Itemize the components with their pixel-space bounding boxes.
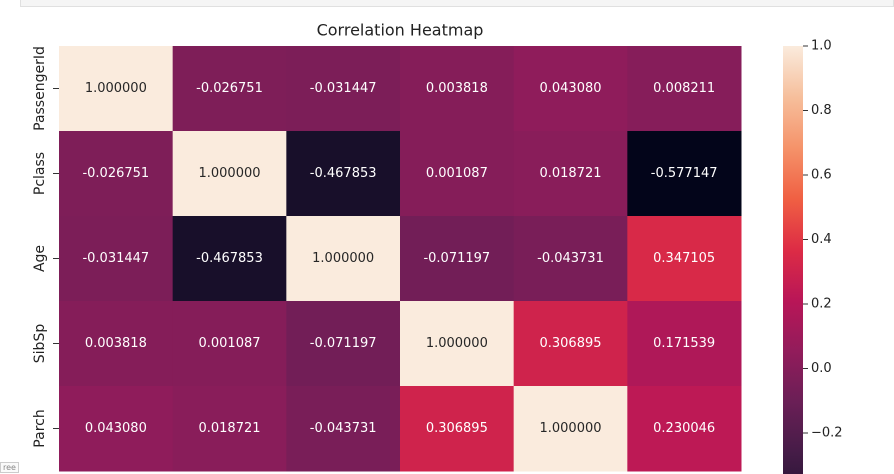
cell-label: 0.003818 <box>85 336 147 351</box>
heatmap-cell <box>59 131 174 217</box>
cell-label: -0.043731 <box>537 251 604 266</box>
cell-label: 1.000000 <box>539 421 601 436</box>
row-label: Pclass <box>32 152 48 195</box>
heatmap-cell <box>627 386 742 472</box>
cell-label: -0.071197 <box>310 336 377 351</box>
colorbar-tick-label: −0.2 <box>811 426 843 441</box>
heatmap-cell <box>513 216 628 302</box>
heatmap-cell <box>627 46 742 132</box>
heatmap-cell <box>59 386 174 472</box>
heatmap-cell <box>59 46 174 132</box>
row-label: SibSp <box>32 324 48 364</box>
cell-label: 0.008211 <box>653 81 715 96</box>
colorbar-tick-label: 0.0 <box>811 361 832 376</box>
row-label: Age <box>32 245 48 272</box>
row-label: Parch <box>32 409 48 447</box>
heatmap-cell <box>172 131 287 217</box>
colorbar-tick-label: 0.2 <box>811 297 832 312</box>
cell-label: 0.003818 <box>426 81 488 96</box>
colorbar-tick-label: 0.8 <box>811 103 832 118</box>
heatmap-cell <box>286 46 401 132</box>
cell-label: 0.230046 <box>653 421 715 436</box>
heatmap-cell <box>286 386 401 472</box>
heatmap-cell <box>400 131 515 217</box>
heatmap-cell <box>400 386 515 472</box>
heatmap-cell <box>59 301 174 387</box>
cell-label: 1.000000 <box>426 336 488 351</box>
heatmap-cell <box>513 301 628 387</box>
cell-label: 0.043080 <box>85 421 147 436</box>
cell-label: 1.000000 <box>85 81 147 96</box>
cell-label: 0.171539 <box>653 336 715 351</box>
row-label: PassengerId <box>32 46 48 131</box>
cell-label: 0.018721 <box>198 421 260 436</box>
cell-label: 0.347105 <box>653 251 715 266</box>
cell-label: -0.031447 <box>310 81 377 96</box>
heatmap-cell <box>513 46 628 132</box>
heatmap-cell <box>172 301 287 387</box>
heatmap-cell <box>286 216 401 302</box>
heatmap-cell <box>286 301 401 387</box>
cell-label: 0.043080 <box>539 81 601 96</box>
cell-label: -0.071197 <box>423 251 490 266</box>
colorbar-tick-label: 0.4 <box>811 232 832 247</box>
heatmap-cell <box>400 46 515 132</box>
heatmap-cell <box>172 216 287 302</box>
cell-label: -0.467853 <box>196 251 263 266</box>
heatmap-cell <box>627 301 742 387</box>
cell-label: -0.043731 <box>310 421 377 436</box>
cell-label: -0.026751 <box>196 81 263 96</box>
cell-label: 0.001087 <box>198 336 260 351</box>
cell-label: -0.577147 <box>651 166 718 181</box>
badge: ree <box>0 462 19 473</box>
cell-label: 0.306895 <box>539 336 601 351</box>
heatmap-cell <box>627 216 742 302</box>
heatmap-cell <box>627 131 742 217</box>
heatmap-cell <box>172 386 287 472</box>
heatmap-cell <box>286 131 401 217</box>
heatmap-cell <box>400 301 515 387</box>
chart-title: Correlation Heatmap <box>317 21 484 40</box>
heatmap-cell <box>59 216 174 302</box>
colorbar-tick-label: 0.6 <box>811 168 832 183</box>
cell-label: -0.026751 <box>82 166 149 181</box>
cell-label: 1.000000 <box>312 251 374 266</box>
cell-label: 0.018721 <box>539 166 601 181</box>
colorbar-tick-label: 1.0 <box>811 39 832 54</box>
cell-label: -0.467853 <box>310 166 377 181</box>
cell-label: -0.031447 <box>82 251 149 266</box>
heatmap-cell <box>513 386 628 472</box>
cell-label: 0.001087 <box>426 166 488 181</box>
heatmap-cell <box>400 216 515 302</box>
heatmap-cell <box>513 131 628 217</box>
heatmap-cell <box>172 46 287 132</box>
cell-label: 0.306895 <box>426 421 488 436</box>
colorbar <box>783 46 803 474</box>
cell-label: 1.000000 <box>198 166 260 181</box>
